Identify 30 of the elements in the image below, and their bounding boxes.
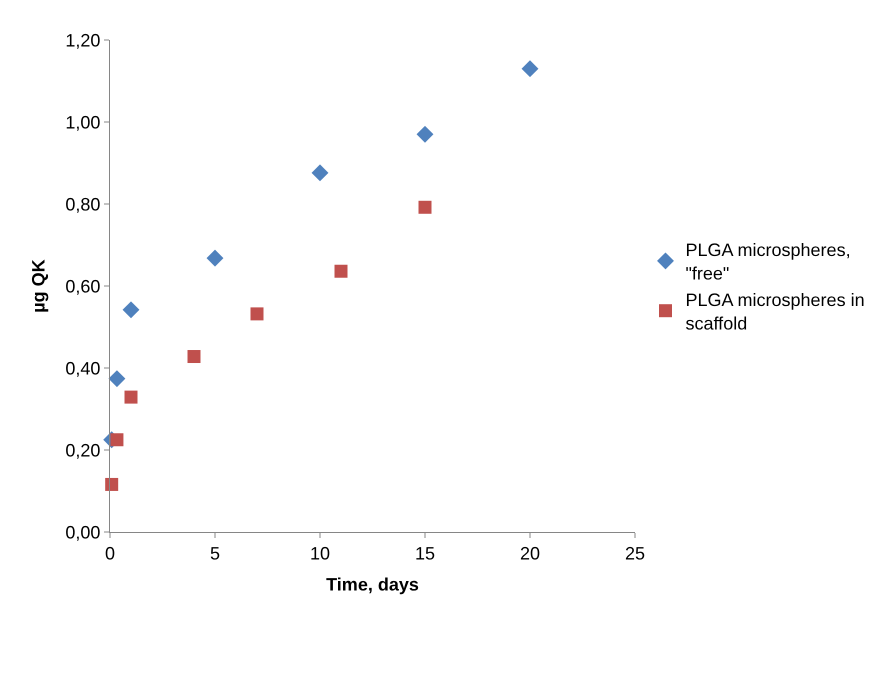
point <box>522 60 538 78</box>
x-axis-title: Time, days <box>326 574 419 595</box>
point <box>334 264 348 278</box>
y-tick-label: 0,40 <box>65 358 100 378</box>
point <box>110 433 124 446</box>
y-tick-label: 0,60 <box>65 276 100 296</box>
y-axis-title: µg QK <box>28 259 49 313</box>
legend-label: PLGA microspheres, "free" <box>686 240 851 284</box>
y-tick-label: 0,20 <box>65 440 100 460</box>
point <box>312 164 328 182</box>
point <box>122 301 140 318</box>
x-tick-label: 10 <box>310 544 330 564</box>
x-tick-label: 20 <box>520 544 540 564</box>
point <box>124 390 138 404</box>
x-tick-label: 15 <box>414 544 436 564</box>
y-tick-label: 0,80 <box>65 194 100 214</box>
point <box>108 370 126 388</box>
point <box>105 478 118 491</box>
x-tick-label: 5 <box>210 544 220 564</box>
point <box>206 250 224 267</box>
x-tick-label: 25 <box>624 544 646 564</box>
point <box>418 200 432 214</box>
legend-label: PLGA microspheres in scaffold <box>686 290 865 334</box>
point <box>250 307 264 320</box>
point <box>188 350 200 364</box>
y-tick-label: 1,20 <box>65 30 100 50</box>
y-tick-label: 0,00 <box>65 522 100 542</box>
y-tick-label: 1,00 <box>65 112 100 132</box>
point <box>416 126 434 143</box>
x-tick-label: 0 <box>104 544 116 564</box>
